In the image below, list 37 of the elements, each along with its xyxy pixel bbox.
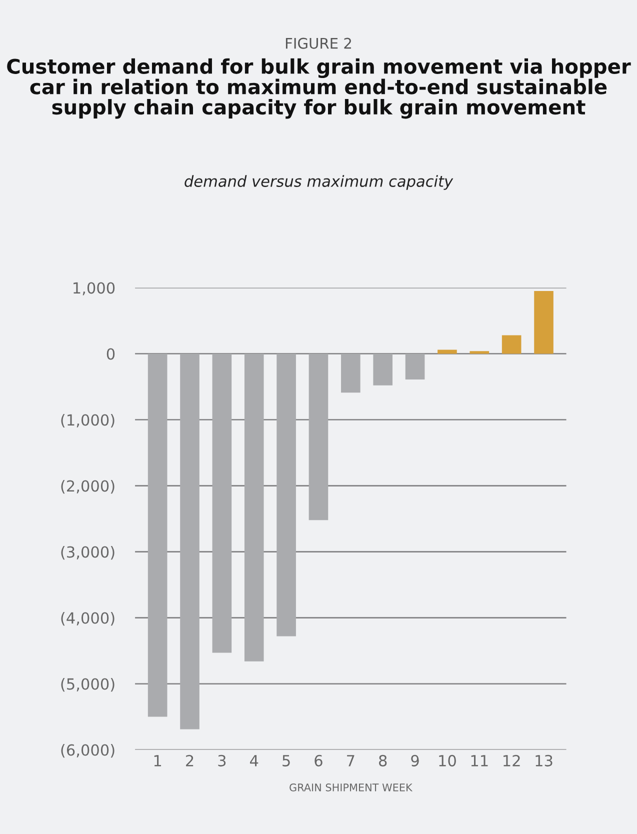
bar: [534, 291, 554, 354]
bar: [470, 351, 490, 354]
y-tick-label: (6,000): [61, 744, 114, 758]
x-tick-label: 4: [250, 755, 258, 766]
x-tick-label: 11: [471, 755, 488, 766]
caption: FIGURE 2: [286, 38, 352, 49]
x-tick-label: 13: [536, 754, 552, 766]
x-axis-title: GRAIN SHIPMENT WEEK: [290, 783, 413, 792]
bar: [276, 354, 296, 636]
x-tick-label: 9: [411, 754, 419, 766]
bar: [373, 354, 393, 386]
x-tick-label: 3: [218, 754, 226, 766]
x-tick-label: 10: [439, 754, 456, 766]
bar: [341, 354, 360, 393]
bar: [405, 354, 425, 380]
bar: [308, 354, 328, 520]
y-tick-label: 0: [106, 348, 115, 360]
x-tick-label: 7: [347, 755, 354, 766]
x-tick-label: 8: [379, 754, 387, 766]
y-tick-label: (4,000): [61, 612, 114, 626]
x-tick-label: 12: [504, 754, 520, 766]
x-tick-label: 6: [314, 754, 322, 766]
y-tick-label: (5,000): [61, 678, 114, 692]
bar: [180, 354, 200, 730]
x-tick-label: 1: [154, 755, 162, 766]
chart-title: Customer demand for bulk grain movement via hopper car in relation to maximum end-to-end sustainable supply chain capacity for bulk grain movement: [7, 58, 631, 119]
bar: [244, 354, 264, 662]
y-tick-label: (2,000): [61, 480, 114, 494]
chart-subtitle: demand versus maximum capacity: [184, 175, 454, 190]
bar: [148, 354, 168, 717]
bar: [212, 354, 232, 653]
x-tick-label: 5: [282, 755, 290, 766]
bar: [502, 335, 522, 354]
y-tick-label: (1,000): [61, 414, 114, 428]
y-tick-label: 1,000: [74, 282, 115, 296]
y-tick-label: (3,000): [61, 546, 114, 560]
x-tick-label: 2: [186, 754, 194, 766]
